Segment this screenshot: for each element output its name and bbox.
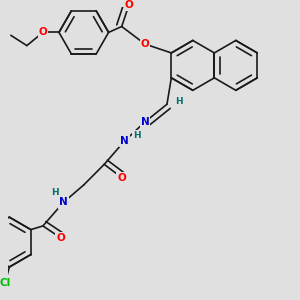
Text: Cl: Cl: [0, 278, 11, 288]
Text: O: O: [124, 0, 134, 10]
Text: O: O: [141, 39, 149, 49]
Text: O: O: [117, 172, 126, 183]
Text: N: N: [59, 197, 68, 208]
Text: N: N: [141, 117, 149, 127]
Text: O: O: [56, 233, 65, 243]
Text: H: H: [133, 130, 141, 140]
Text: H: H: [51, 188, 58, 197]
Text: H: H: [176, 97, 183, 106]
Text: O: O: [38, 27, 47, 38]
Text: N: N: [120, 136, 129, 146]
